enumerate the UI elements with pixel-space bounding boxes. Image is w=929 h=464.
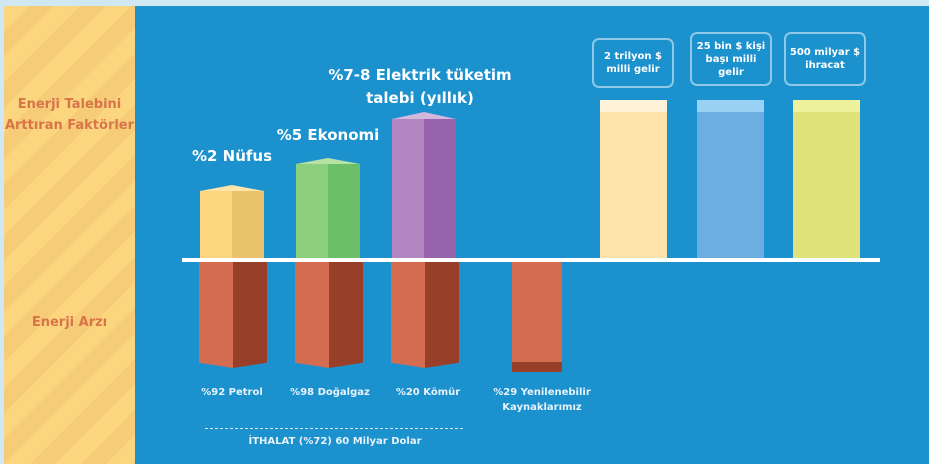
bar-gas	[295, 262, 363, 368]
demand-factors-label: Enerji Talebini Arttıran Faktörler	[4, 97, 135, 133]
side-panel: Enerji Talebini Arttıran Faktörler Enerj…	[4, 6, 141, 464]
supply-label: %92 Petrol	[201, 387, 263, 398]
import-range-line	[205, 428, 463, 429]
baseline	[182, 258, 880, 262]
supply-label: %98 Doğalgaz	[290, 387, 370, 398]
goal-bar	[600, 100, 667, 259]
bar-label: %7-8 Elektrik tüketim	[328, 66, 512, 84]
bar-population	[200, 185, 264, 259]
bar-renewable	[512, 262, 562, 372]
goal-box: 25 bin $ kişi başı milli gelir	[690, 32, 772, 86]
bar-petrol	[199, 262, 267, 368]
goal-bar	[793, 100, 860, 259]
bar-label: %2 Nüfus	[191, 147, 273, 165]
energy-supply-label: Enerji Arzı	[31, 315, 108, 330]
bar-economy	[296, 158, 360, 259]
bar-electricity	[392, 112, 456, 259]
goal-box: 2 trilyon $ milli gelir	[592, 38, 674, 88]
goal-box: 500 milyar $ ihracat	[784, 32, 866, 86]
goal-bar	[697, 100, 764, 259]
supply-label: %20 Kömür	[395, 387, 461, 398]
import-note: İTHALAT (%72) 60 Milyar Dolar	[248, 436, 422, 447]
bar-label: talebi (yıllık)	[366, 89, 474, 107]
bar-coal	[391, 262, 459, 368]
supply-label: Kaynaklarımız	[502, 402, 582, 413]
bar-label: %5 Ekonomi	[276, 126, 380, 144]
supply-label: %29 Yenilenebilir	[493, 387, 591, 398]
